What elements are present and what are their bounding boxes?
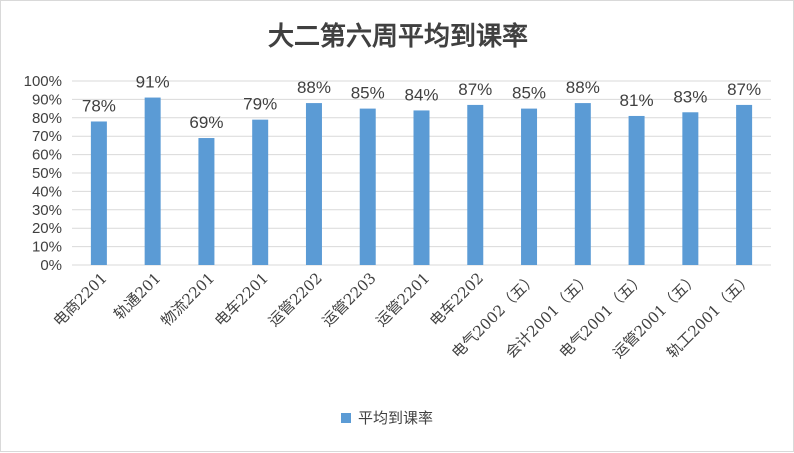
bar bbox=[144, 97, 161, 265]
data-label: 87% bbox=[458, 80, 492, 99]
data-label: 79% bbox=[243, 95, 277, 114]
data-label: 78% bbox=[82, 96, 116, 115]
y-tick-label: 40% bbox=[32, 183, 62, 200]
data-label: 91% bbox=[136, 73, 170, 92]
x-tick-label: 物流2201 bbox=[157, 269, 218, 330]
bar bbox=[413, 110, 430, 265]
data-label: 83% bbox=[673, 87, 707, 106]
x-tick-label: 电商2201 bbox=[50, 269, 111, 330]
bar-layer bbox=[90, 97, 753, 266]
x-tick-label: 运管2202 bbox=[265, 269, 326, 330]
x-tick-label: 电车2201 bbox=[211, 269, 272, 330]
bar bbox=[252, 119, 269, 265]
bar bbox=[736, 104, 753, 265]
legend: 平均到课率 bbox=[341, 409, 433, 427]
bar bbox=[682, 112, 699, 265]
y-tick-label: 70% bbox=[32, 128, 62, 145]
bar bbox=[90, 121, 107, 265]
y-tick-label: 0% bbox=[40, 257, 62, 274]
legend-label: 平均到课率 bbox=[358, 409, 433, 427]
y-tick-label: 100% bbox=[24, 73, 62, 90]
bar bbox=[574, 103, 591, 265]
data-label: 85% bbox=[512, 84, 546, 103]
bar bbox=[359, 108, 376, 265]
y-tick-label: 90% bbox=[32, 91, 62, 108]
y-tick-label: 50% bbox=[32, 165, 62, 182]
bar bbox=[467, 104, 484, 265]
x-tick-label: 运管2201 bbox=[372, 269, 433, 330]
x-tick-label: 轨通201 bbox=[110, 269, 164, 323]
y-tick-label: 30% bbox=[32, 202, 62, 219]
y-tick-label: 10% bbox=[32, 239, 62, 256]
x-axis-ticks: 电商2201 轨通201物流2201电车2201运管2202运管2203运管220… bbox=[50, 269, 756, 362]
data-label: 85% bbox=[351, 84, 385, 103]
bar bbox=[305, 103, 322, 265]
bar bbox=[628, 115, 645, 266]
data-label: 81% bbox=[620, 91, 654, 110]
data-label: 88% bbox=[297, 78, 331, 97]
data-label: 88% bbox=[566, 78, 600, 97]
y-tick-label: 80% bbox=[32, 110, 62, 127]
y-tick-label: 60% bbox=[32, 147, 62, 164]
data-label: 69% bbox=[189, 113, 223, 132]
data-label-layer: 78% 91% 69% 79% 88% 85% 84% 87% 85% 88% 81% 83% 87% bbox=[82, 73, 761, 132]
data-label: 87% bbox=[727, 80, 761, 99]
chart-title: 大二第六周平均到课率 bbox=[268, 21, 528, 52]
data-label: 84% bbox=[404, 85, 438, 104]
bar bbox=[198, 138, 215, 265]
y-tick-label: 20% bbox=[32, 220, 62, 237]
legend-swatch bbox=[341, 413, 351, 423]
bar bbox=[521, 108, 538, 265]
y-axis-ticks: 0%10% 20%30% 40%50%60% 70%80% 90%100% bbox=[24, 73, 62, 274]
x-tick-label: 运管2203 bbox=[319, 269, 380, 330]
